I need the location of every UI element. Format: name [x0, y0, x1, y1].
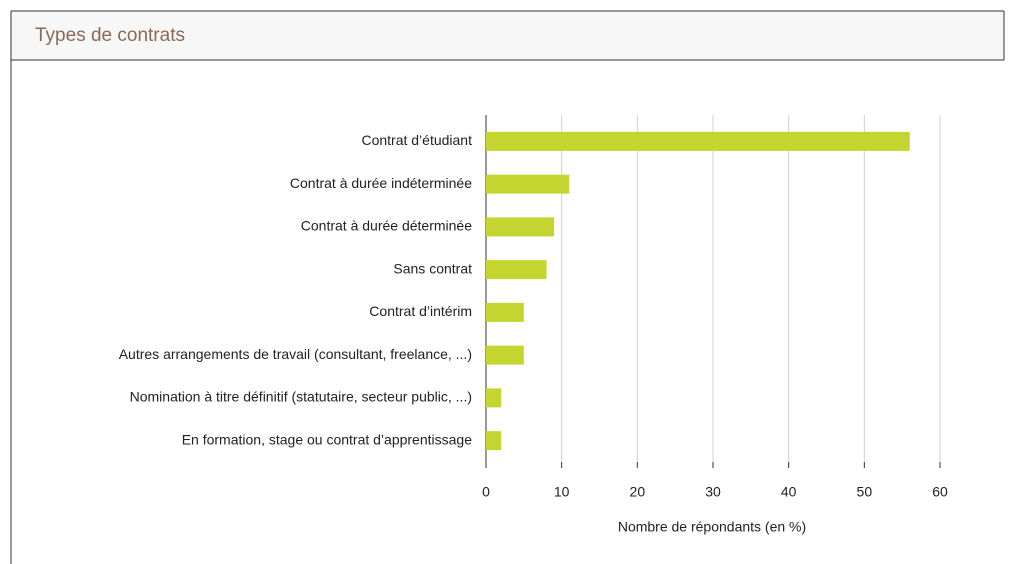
bar — [486, 217, 555, 237]
y-tick-label: En formation, stage ou contrat d’apprent… — [182, 431, 473, 447]
bar — [486, 131, 910, 151]
y-tick-label: Contrat à durée déterminée — [301, 218, 472, 234]
y-tick-label: Contrat à durée indéterminée — [290, 175, 472, 191]
y-tick-label: Sans contrat — [393, 260, 472, 276]
x-tick-label: 60 — [932, 484, 948, 500]
bar — [486, 302, 524, 322]
bar — [486, 260, 547, 280]
y-tick-label: Contrat d’étudiant — [361, 132, 472, 148]
x-tick-label: 30 — [705, 484, 721, 500]
x-tick-label: 0 — [482, 484, 490, 500]
bar — [486, 345, 524, 365]
y-tick-label: Contrat d’intérim — [369, 303, 472, 319]
header-band — [11, 11, 1004, 60]
bar — [486, 174, 570, 194]
x-tick-label: 50 — [857, 484, 873, 500]
bar — [486, 388, 502, 408]
x-tick-label: 40 — [781, 484, 797, 500]
y-tick-label: Autres arrangements de travail (consulta… — [119, 346, 472, 362]
y-tick-label: Nomination à titre définitif (statutaire… — [130, 389, 472, 405]
chart-title: Types de contrats — [35, 25, 185, 46]
bar — [486, 431, 502, 451]
x-tick-label: 20 — [630, 484, 646, 500]
x-axis-label: Nombre de répondants (en %) — [618, 519, 806, 535]
x-tick-label: 10 — [554, 484, 570, 500]
